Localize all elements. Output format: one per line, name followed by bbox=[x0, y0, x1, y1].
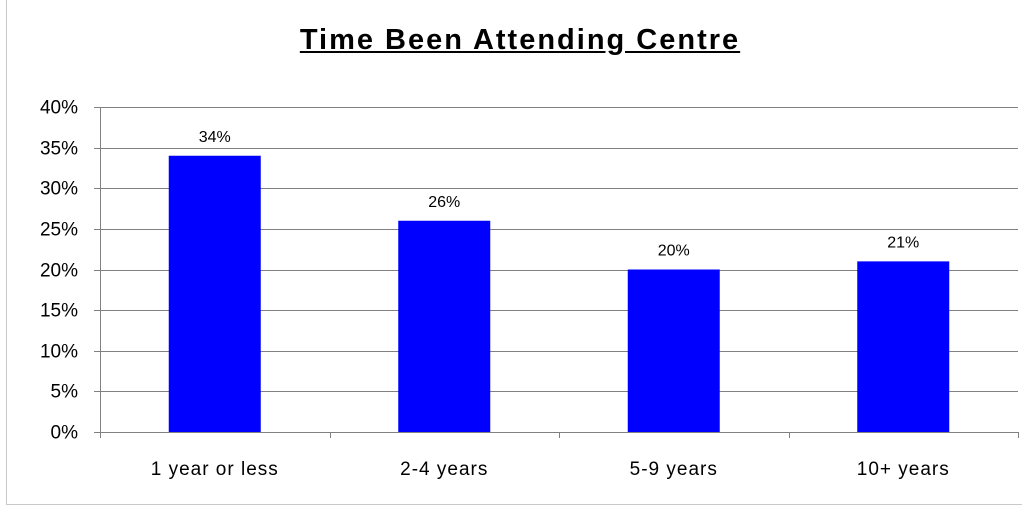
y-tick-label: 20% bbox=[40, 261, 78, 282]
bar bbox=[627, 269, 720, 432]
bar bbox=[398, 220, 491, 432]
y-tick-label: 35% bbox=[40, 139, 78, 160]
data-labels: 34% 26% 20% 21% bbox=[199, 129, 920, 260]
y-axis-tick-labels: 0% 5% 10% 15% 20% 25% 30% 35% 40% bbox=[40, 98, 78, 444]
y-tick-label: 0% bbox=[51, 423, 79, 444]
y-tick-label: 5% bbox=[51, 382, 79, 403]
bars bbox=[168, 155, 950, 432]
chart-title: Time Been Attending Centre bbox=[299, 24, 741, 56]
y-tick-label: 15% bbox=[40, 301, 78, 322]
bar bbox=[857, 261, 950, 432]
x-tick-label: 5-9 years bbox=[630, 459, 718, 480]
chart-frame bbox=[6, 0, 1022, 505]
y-tick-label: 30% bbox=[40, 179, 78, 200]
bar bbox=[168, 155, 261, 432]
data-label: 26% bbox=[428, 194, 460, 211]
y-tick-label: 10% bbox=[40, 342, 78, 363]
y-tick-label: 40% bbox=[40, 98, 78, 119]
axes bbox=[94, 107, 1019, 438]
x-tick-label: 1 year or less bbox=[151, 459, 279, 480]
x-tick-label: 2-4 years bbox=[400, 459, 488, 480]
data-label: 20% bbox=[658, 243, 690, 260]
data-label: 34% bbox=[199, 129, 231, 146]
y-tick-label: 25% bbox=[40, 220, 78, 241]
x-axis-tick-labels: 1 year or less 2-4 years 5-9 years 10+ year… bbox=[151, 459, 950, 480]
x-tick-label: 10+ years bbox=[857, 459, 950, 480]
data-label: 21% bbox=[887, 234, 919, 251]
